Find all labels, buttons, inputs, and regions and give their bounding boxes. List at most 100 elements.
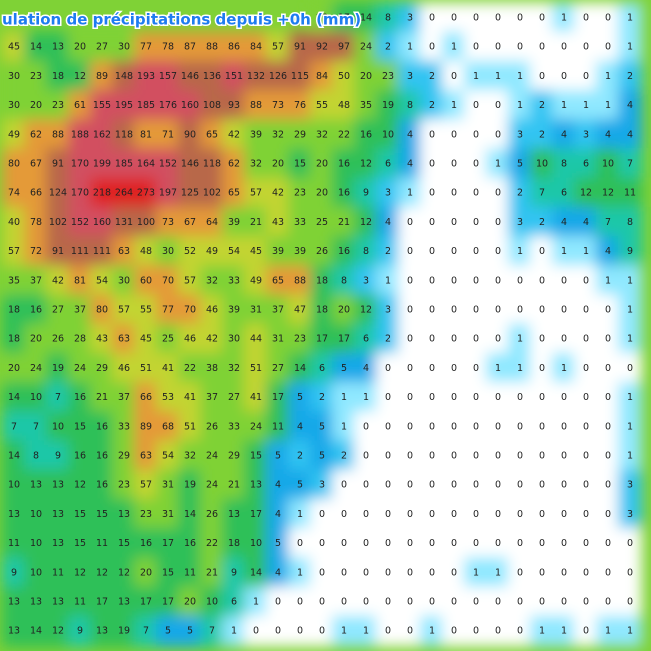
precip-cell bbox=[464, 119, 488, 151]
precip-value: 0 bbox=[297, 597, 303, 608]
precip-cell bbox=[90, 119, 114, 151]
precip-cell bbox=[68, 148, 92, 180]
precip-value: 13 bbox=[30, 597, 42, 608]
value-labels: 20 17 14 8 3 0 0 0 0 0 0 1 0 0 145 14 13 20 27 30 77 78 87 88 86… bbox=[8, 13, 636, 637]
precip-value: 0 bbox=[517, 626, 523, 637]
precip-value: 10 bbox=[382, 129, 394, 140]
precip-value: 0 bbox=[473, 13, 479, 24]
precip-value: 0 bbox=[473, 246, 479, 257]
precip-cell bbox=[222, 265, 246, 297]
precip-value: 1 bbox=[473, 567, 479, 578]
precip-cell bbox=[222, 236, 246, 268]
precip-value: 5 bbox=[187, 626, 193, 637]
precip-cell bbox=[508, 323, 532, 355]
precip-value: 2 bbox=[385, 334, 391, 345]
precip-value: 33 bbox=[228, 275, 240, 286]
precip-cell bbox=[354, 382, 378, 414]
precip-cell bbox=[178, 60, 202, 92]
precip-value: 0 bbox=[539, 567, 545, 578]
precip-value: 13 bbox=[118, 597, 130, 608]
precip-value: 12 bbox=[602, 188, 614, 199]
precip-cell bbox=[112, 411, 136, 443]
precip-value: 14 bbox=[184, 509, 196, 520]
precip-value: 15 bbox=[74, 509, 86, 520]
precip-cell bbox=[178, 498, 202, 530]
precip-value: 49 bbox=[206, 246, 218, 257]
precip-value: 0 bbox=[451, 188, 457, 199]
precip-cell bbox=[156, 294, 180, 326]
precip-cell bbox=[244, 265, 268, 297]
precip-cell bbox=[574, 206, 598, 238]
precip-value: 0 bbox=[407, 538, 413, 549]
precip-cell bbox=[530, 265, 554, 297]
precip-cell bbox=[596, 2, 620, 34]
precip-value: 0 bbox=[539, 42, 545, 53]
precip-value: 3 bbox=[385, 305, 391, 316]
precip-value: 0 bbox=[583, 509, 589, 520]
precip-cell bbox=[442, 2, 466, 34]
precip-value: 1 bbox=[253, 597, 259, 608]
precip-cell bbox=[200, 528, 224, 560]
precip-cell bbox=[376, 206, 400, 238]
precip-value: 4 bbox=[583, 217, 589, 228]
precip-cell bbox=[244, 294, 268, 326]
precip-value: 0 bbox=[495, 538, 501, 549]
precip-value: 0 bbox=[429, 275, 435, 286]
precip-cell bbox=[90, 90, 114, 122]
precip-cell bbox=[574, 60, 598, 92]
precip-cell bbox=[420, 90, 444, 122]
precip-cell bbox=[530, 382, 554, 414]
precip-cell bbox=[68, 265, 92, 297]
precip-cell bbox=[200, 557, 224, 589]
precip-value: 0 bbox=[473, 159, 479, 170]
precip-cell bbox=[574, 236, 598, 268]
precip-value: 0 bbox=[539, 13, 545, 24]
precip-cell bbox=[134, 498, 158, 530]
precip-value: 1 bbox=[539, 626, 545, 637]
precip-cell bbox=[398, 440, 422, 472]
precip-cell bbox=[134, 557, 158, 589]
precip-cell bbox=[266, 206, 290, 238]
precip-value: 33 bbox=[118, 421, 130, 432]
precip-value: 16 bbox=[338, 159, 350, 170]
precip-value: 115 bbox=[291, 71, 309, 82]
precip-value: 218 bbox=[93, 188, 111, 199]
precip-value: 13 bbox=[8, 509, 20, 520]
precip-cell bbox=[332, 498, 356, 530]
precip-cell bbox=[310, 352, 334, 384]
precip-value: 0 bbox=[363, 597, 369, 608]
precip-value: 0 bbox=[341, 509, 347, 520]
precip-cell bbox=[332, 440, 356, 472]
precip-cell bbox=[68, 119, 92, 151]
precip-cell bbox=[376, 469, 400, 501]
precip-value: 0 bbox=[451, 334, 457, 345]
precip-value: 68 bbox=[162, 421, 174, 432]
precip-cell bbox=[464, 60, 488, 92]
precip-cell bbox=[244, 90, 268, 122]
precip-value: 152 bbox=[71, 217, 89, 228]
precip-cell bbox=[398, 2, 422, 34]
precip-value: 0 bbox=[429, 538, 435, 549]
precip-value: 0 bbox=[319, 538, 325, 549]
precip-cell bbox=[222, 615, 246, 647]
precip-value: 1 bbox=[561, 626, 567, 637]
precip-value: 0 bbox=[473, 217, 479, 228]
precip-cell bbox=[156, 148, 180, 180]
precip-value: 80 bbox=[96, 305, 108, 316]
precip-value: 1 bbox=[363, 626, 369, 637]
precip-cell bbox=[112, 615, 136, 647]
precip-cell bbox=[354, 498, 378, 530]
precip-cell bbox=[596, 382, 620, 414]
precip-value: 14 bbox=[8, 392, 20, 403]
precip-cell bbox=[46, 294, 70, 326]
precip-value: 0 bbox=[385, 626, 391, 637]
precip-value: 0 bbox=[363, 538, 369, 549]
precip-value: 25 bbox=[162, 334, 174, 345]
precip-value: 0 bbox=[495, 305, 501, 316]
precip-value: 0 bbox=[385, 421, 391, 432]
precip-cell bbox=[464, 206, 488, 238]
precip-value: 0 bbox=[451, 363, 457, 374]
precip-cell bbox=[508, 31, 532, 63]
precip-value: 12 bbox=[74, 480, 86, 491]
precip-cell bbox=[24, 119, 48, 151]
